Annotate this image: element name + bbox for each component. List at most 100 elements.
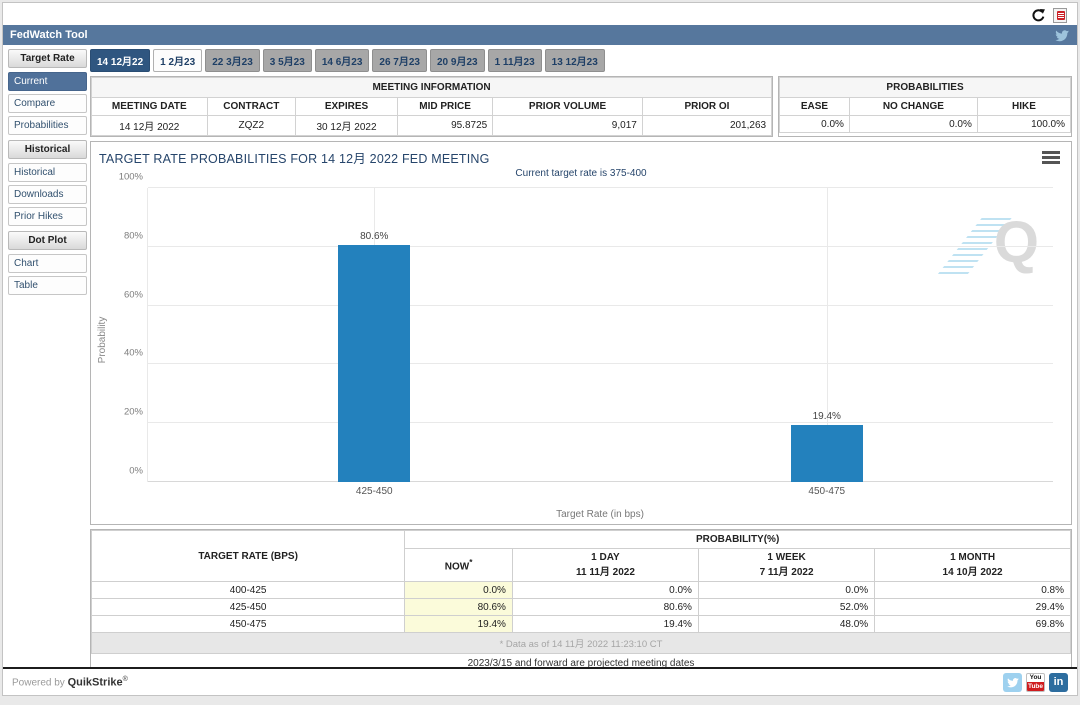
twitter-icon[interactable] [1054,29,1069,42]
sidebar-item-prior-hikes[interactable]: Prior Hikes [8,207,87,226]
info-row: MEETING INFORMATION MEETING DATE CONTRACT… [90,76,1072,137]
sidebar-item-table[interactable]: Table [8,276,87,295]
meeting-date-tabs: 14 12月22 1 2月23 22 3月23 3 5月23 14 6月23 26 7月2… [90,49,1072,72]
twitter-social-icon[interactable] [1003,672,1022,692]
meeting-info-value-prior-oi: 201,263 [641,115,773,136]
sidebar-section-historical: Historical [8,140,87,159]
chart-panel: TARGET RATE PROBABILITIES FOR 14 12月 202… [90,141,1072,525]
column-header-ease: EASE [779,97,850,116]
column-header-expires: EXPIRES [295,97,399,116]
y-tick-60: 60% [123,289,143,301]
youtube-social-icon[interactable]: You Tube [1026,672,1045,692]
chart-bar-425-450[interactable] [338,245,411,482]
powered-by: Powered by QuikStrike® [12,676,128,688]
probability-table: TARGET RATE (BPS) PROBABILITY(%) NOW* 1 D… [90,530,1071,633]
column-header-prior-oi: PRIOR OI [641,97,773,116]
powered-by-text: Powered by [12,677,65,689]
probability-table-panel: TARGET RATE (BPS) PROBABILITY(%) NOW* 1 D… [90,529,1072,675]
column-header-prior-volume: PRIOR VOLUME [492,97,643,116]
bar-value-label-450-475: 19.4% [812,410,841,422]
category-gridline-450-475 [826,188,828,482]
y-tick-20: 20% [123,406,143,418]
registered-mark: ® [122,675,128,683]
rate-cell: 450-475 [90,615,406,633]
rate-cell: 400-425 [90,581,406,599]
week-probability-cell: 52.0% [697,598,876,616]
chart-x-axis-label: Target Rate (in bps) [556,509,644,520]
sidebar-section-target-rate: Target Rate [8,49,87,68]
sidebar: Target Rate Current Compare Probabilities Hi… [8,49,90,675]
social-icons: You Tube in [1003,672,1068,692]
x-tick-450-475: 450-475 [808,486,846,497]
now-probability-cell: 80.6% [404,598,513,616]
gridline-0 [148,481,1053,482]
meeting-info-value-contract: ZQZ2 [206,115,297,136]
column-header-no-change: NO CHANGE [848,97,978,116]
sub-header-1-month: 1 MONTH 14 10月 2022 [874,548,1071,582]
sidebar-item-downloads[interactable]: Downloads [8,185,87,204]
tab-22-3月23[interactable]: 22 3月23 [205,49,260,72]
chart-bar-450-475[interactable] [790,424,863,482]
chart-title: TARGET RATE PROBABILITIES FOR 14 12月 202… [99,152,490,166]
table-row-400-425: 400-425 0.0% 0.0% 0.0% 0.8% [90,581,1071,599]
chart-y-axis-label: Probability [97,317,108,364]
app-title: FedWatch Tool [10,29,88,41]
y-tick-100: 100% [118,171,143,183]
month-probability-cell: 69.8% [874,615,1071,633]
gridline-60 [148,304,1053,306]
sidebar-item-probabilities[interactable]: Probabilities [8,116,87,135]
sidebar-item-compare[interactable]: Compare [8,94,87,113]
y-tick-40: 40% [123,347,143,359]
table-row-450-475: 450-475 19.4% 19.4% 48.0% 69.8% [90,615,1071,633]
column-header-hike: HIKE [976,97,1072,116]
y-tick-80: 80% [123,230,143,242]
probabilities-panel: PROBABILITIES EASE NO CHANGE HIKE 0.0% 0.0%… [778,76,1072,137]
gridline-100 [148,187,1053,188]
projected-dates-note: 2023/3/15 and forward are projected meet… [467,658,695,669]
meeting-info-value-expires: 30 12月 2022 [295,115,399,136]
tab-14-12月22[interactable]: 14 12月22 [90,49,151,72]
sidebar-section-dot-plot: Dot Plot [8,231,87,250]
main-area: 14 12月22 1 2月23 22 3月23 3 5月23 14 6月23 26 7月2… [90,49,1072,675]
export-icon[interactable] [1053,7,1067,23]
linkedin-social-icon[interactable]: in [1049,672,1068,692]
gridline-80 [148,245,1053,247]
column-header-meeting-date: MEETING DATE [91,97,208,116]
gridline-40 [148,363,1053,365]
sub-header-now: NOW* [404,548,513,582]
sidebar-item-historical[interactable]: Historical [8,163,87,182]
tab-1-2月23[interactable]: 1 2月23 [153,49,203,72]
meeting-information-table: MEETING INFORMATION MEETING DATE CONTRACT… [90,77,773,136]
tab-26-7月23[interactable]: 26 7月23 [372,49,427,72]
footer-bar: Powered by QuikStrike® You Tube in [3,667,1077,695]
meeting-information-title: MEETING INFORMATION [90,77,773,98]
refresh-icon[interactable] [1031,8,1046,23]
tab-1-11月23[interactable]: 1 11月23 [487,49,542,72]
target-rate-column-header: TARGET RATE (BPS) [90,530,406,582]
quikstrike-watermark: Q [993,210,1039,275]
tab-3-5月23[interactable]: 3 5月23 [262,49,312,72]
sub-header-1-week: 1 WEEK 7 11月 2022 [697,548,876,582]
probability-group-header: PROBABILITY(%) [404,530,1071,549]
tab-20-9月23[interactable]: 20 9月23 [430,49,485,72]
meeting-info-value-mid-price: 95.8725 [397,115,494,136]
month-probability-cell: 29.4% [874,598,1071,616]
day-probability-cell: 0.0% [511,581,699,599]
y-tick-0: 0% [129,465,143,477]
app-header: FedWatch Tool [3,25,1077,45]
sidebar-item-chart[interactable]: Chart [8,254,87,273]
sub-header-1-day: 1 DAY 11 11月 2022 [511,548,699,582]
sidebar-item-current[interactable]: Current [8,72,87,91]
column-header-mid-price: MID PRICE [397,97,494,116]
tab-13-12月23[interactable]: 13 12月23 [544,49,605,72]
data-asof-footnote: * Data as of 14 11月 2022 11:23:10 CT [91,633,1071,654]
chart-menu-icon[interactable] [1042,151,1060,164]
probabilities-title: PROBABILITIES [779,77,1071,98]
month-probability-cell: 0.8% [874,581,1071,599]
tab-14-6月23[interactable]: 14 6月23 [314,49,370,72]
chart-plot-area: Q 0% 20% 40% 60% 80% 100% 80.6% 425-450 19.4% 450… [119,172,1053,497]
gridline-20 [148,422,1053,424]
day-probability-cell: 19.4% [511,615,699,633]
probability-value-hike: 100.0% [976,115,1072,133]
